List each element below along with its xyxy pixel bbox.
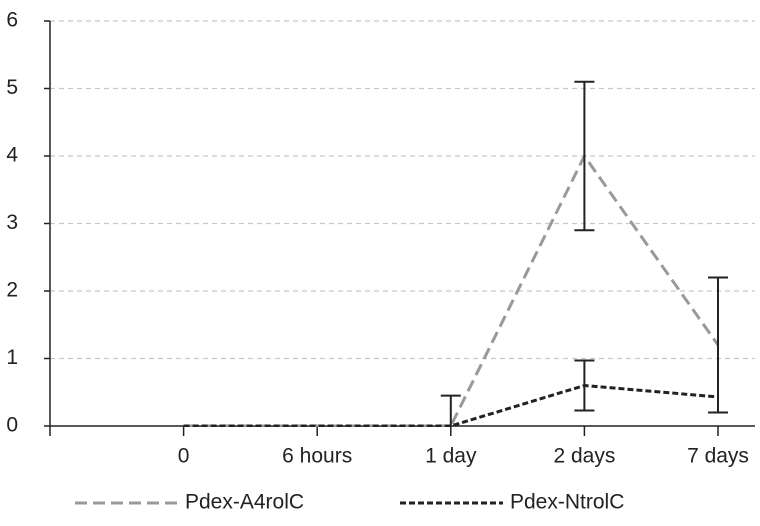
x-tick-label: 0 (178, 445, 190, 468)
error-bar (574, 80, 595, 232)
error-bar (708, 276, 728, 414)
legend-label: Pdex-NtrolC (510, 491, 624, 514)
x-tick-label: 1 day (425, 445, 477, 468)
y-tick-label: 2 (6, 279, 18, 302)
y-tick-label: 5 (6, 76, 18, 99)
y-tick-label: 3 (6, 211, 18, 234)
x-tick-label: 6 hours (282, 445, 352, 468)
series-line (183, 383, 719, 427)
y-tick-label: 4 (6, 144, 18, 167)
y-tick-label: 0 (6, 414, 18, 437)
y-tick-label: 1 (6, 346, 18, 369)
plot (183, 80, 728, 427)
legend-label: Pdex-A4rolC (185, 491, 304, 514)
error-bar (440, 394, 461, 427)
x-tick-label: 2 days (553, 445, 615, 468)
y-tick-label: 6 (6, 9, 18, 32)
x-tick-label: 7 days (687, 445, 749, 468)
error-bar (574, 359, 595, 412)
